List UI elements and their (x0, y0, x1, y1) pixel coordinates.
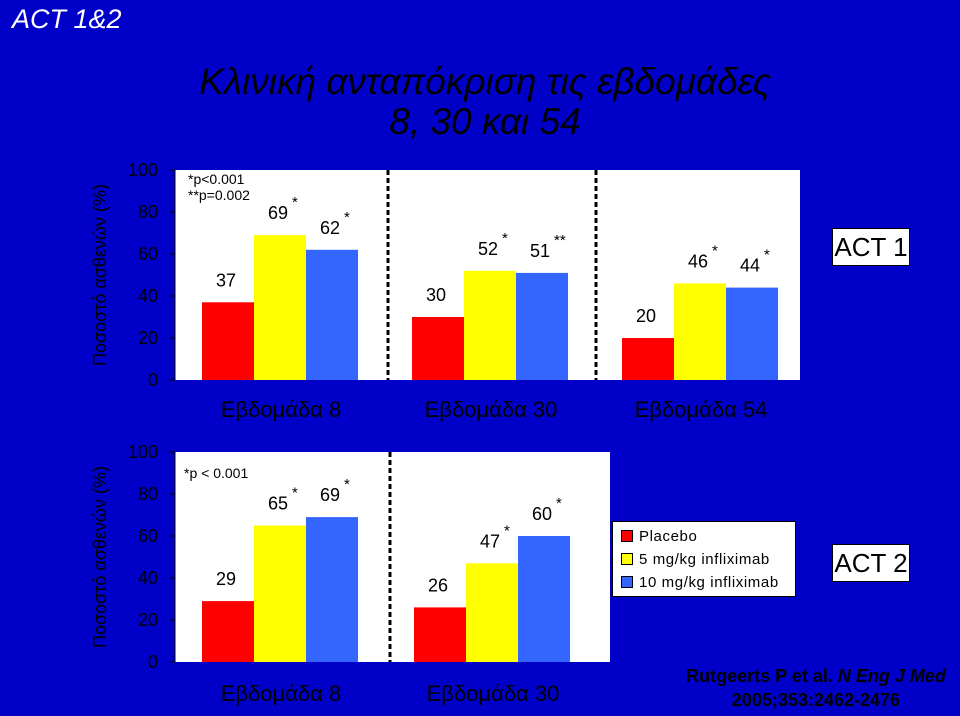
slide-title: Κλινική ανταπόκριση τις εβδομάδες 8, 30 … (95, 62, 875, 142)
act2-significance-note: *p < 0.001 (184, 465, 248, 481)
legend-item-5mg: 5 mg/kg infliximab (621, 550, 770, 568)
act2-y-tick-label: 100 (128, 442, 158, 462)
citation: Rutgeerts P et al. N Eng J Med 2005;353:… (672, 664, 960, 712)
act1-y-tick-label: 20 (138, 328, 158, 348)
slide-title-line1: Κλινική ανταπόκριση τις εβδομάδες (199, 61, 771, 102)
legend-label-5mg: 5 mg/kg infliximab (639, 550, 770, 568)
act2-significance-mark: * (504, 522, 510, 539)
legend-item-placebo: Placebo (621, 527, 697, 545)
act1-label: ACT 1 (832, 228, 910, 266)
citation-prefix: Rutgeerts P et al. (686, 666, 838, 686)
legend-label-placebo: Placebo (639, 527, 698, 545)
act2-bar-value-label: 47 (480, 531, 500, 551)
legend-swatch-5mg (621, 553, 633, 565)
act1-significance-mark: * (344, 209, 350, 226)
act1-category-label: Εβδομάδα 30 (425, 397, 558, 422)
act2-category-label: Εβδομάδα 30 (427, 681, 560, 706)
act2-significance-mark: * (556, 495, 562, 512)
citation-details: 2005;353:2462-2476 (731, 690, 901, 710)
act2-bar (414, 607, 466, 662)
act2-y-tick-label: 60 (138, 526, 158, 546)
act1-bar (516, 272, 568, 380)
act1-bar (726, 287, 778, 380)
act2-bar-value-label: 69 (320, 485, 340, 505)
act2-y-axis-title: Ποσοστό ασθενών (%) (90, 466, 110, 648)
legend-swatch-placebo (621, 530, 633, 542)
act1-significance-mark: * (764, 247, 770, 264)
act1-significance-mark: * (292, 194, 298, 211)
act2-bar (306, 517, 358, 662)
act1-significance-mark: * (502, 230, 508, 247)
act2-y-tick-label: 20 (138, 610, 158, 630)
act2-significance-mark: * (344, 476, 350, 493)
act1-y-tick-label: 100 (128, 160, 158, 180)
act1-bar (306, 249, 358, 380)
act2-y-tick-label: 80 (138, 484, 158, 504)
act2-bar (518, 536, 570, 662)
act1-bar-value-label: 69 (268, 203, 288, 223)
act2-bar-value-label: 65 (268, 494, 288, 514)
act2-bar (254, 525, 306, 662)
act1-bar-value-label: 46 (688, 251, 708, 271)
act2-bar-value-label: 60 (532, 504, 552, 524)
act1-bar-value-label: 30 (426, 285, 446, 305)
act1-significance-mark: ** (554, 232, 566, 249)
act1-bar-value-label: 44 (740, 256, 760, 276)
act1-significance-note: **p=0.002 (188, 187, 250, 203)
act2-bar (202, 601, 254, 662)
act1-bar (412, 317, 464, 380)
act1-bar (622, 338, 674, 380)
act1-category-label: Εβδομάδα 54 (635, 397, 768, 422)
act1-bar-value-label: 20 (636, 306, 656, 326)
act2-y-tick-label: 0 (148, 652, 158, 672)
act1-bar-value-label: 62 (320, 218, 340, 238)
act1-y-tick-label: 0 (148, 370, 158, 390)
act1-y-tick-label: 40 (138, 286, 158, 306)
act1-bar (674, 283, 726, 380)
act2-label: ACT 2 (832, 544, 910, 582)
act1-y-axis-title: Ποσοστό ασθενών (%) (90, 184, 110, 366)
act1-bar (254, 235, 306, 380)
act2-significance-mark: * (292, 485, 298, 502)
act1-bar-value-label: 51 (530, 241, 550, 261)
act2-bar (466, 563, 518, 662)
legend-label-10mg: 10 mg/kg infliximab (639, 573, 779, 591)
act2-y-tick-label: 40 (138, 568, 158, 588)
act1-category-label: Εβδομάδα 8 (221, 397, 342, 422)
act2-bar-value-label: 29 (216, 569, 236, 589)
legend-item-10mg: 10 mg/kg infliximab (621, 573, 779, 591)
act2-bar-value-label: 26 (428, 575, 448, 595)
act1-significance-note: *p<0.001 (188, 171, 245, 187)
act2-category-label: Εβδομάδα 8 (221, 681, 342, 706)
legend-swatch-10mg (621, 576, 633, 588)
chart-legend: Placebo 5 mg/kg infliximab 10 mg/kg infl… (612, 521, 796, 597)
act1-bar-value-label: 37 (216, 270, 236, 290)
act1-significance-mark: * (712, 242, 718, 259)
act1-bar-value-label: 52 (478, 239, 498, 259)
act1-bar (464, 270, 516, 380)
act1-y-tick-label: 60 (138, 244, 158, 264)
corner-title: ACT 1&2 (12, 4, 122, 34)
citation-journal: N Eng J Med (837, 666, 946, 686)
act1-y-tick-label: 80 (138, 202, 158, 222)
slide-title-line2: 8, 30 και 54 (389, 101, 581, 142)
act1-bar (202, 302, 254, 380)
